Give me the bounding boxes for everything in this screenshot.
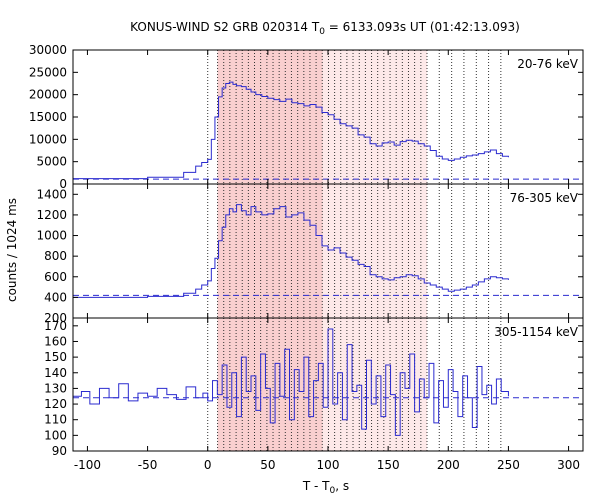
x-tick-label: 200: [437, 458, 460, 472]
y-tick-label: 10000: [29, 132, 67, 146]
y-tick-label: 90: [52, 444, 67, 458]
y-tick-label: 20000: [29, 88, 67, 102]
y-tick-label: 150: [44, 350, 67, 364]
y-tick-label: 110: [44, 413, 67, 427]
y-tick-label: 25000: [29, 65, 67, 79]
y-tick-label: 600: [44, 270, 67, 284]
x-tick-label: -50: [138, 458, 158, 472]
panel-label: 76-305 keV: [510, 191, 579, 205]
x-tick-label: -100: [74, 458, 101, 472]
dark-shaded-region: [217, 184, 323, 318]
panel-label: 305-1154 keV: [494, 325, 578, 339]
x-tick-label: 250: [497, 458, 520, 472]
panel-label: 20-76 keV: [517, 57, 579, 71]
y-tick-label: 170: [44, 319, 67, 333]
dark-shaded-region: [217, 318, 323, 451]
x-tick-label: 300: [557, 458, 580, 472]
chart-title: KONUS-WIND S2 GRB 020314 T0 = 6133.093s …: [130, 20, 520, 37]
y-tick-label: 120: [44, 397, 67, 411]
y-tick-label: 0: [59, 177, 67, 191]
y-tick-label: 5000: [36, 155, 67, 169]
y-tick-label: 30000: [29, 43, 67, 57]
y-axis-label: counts / 1024 ms: [5, 198, 19, 302]
x-tick-label: 150: [377, 458, 400, 472]
y-tick-label: 1000: [36, 229, 67, 243]
x-tick-label: 0: [204, 458, 212, 472]
y-tick-label: 1400: [36, 187, 67, 201]
panel-2: 200 400 600 800 1000 1200 1400 76-305 keV: [36, 183, 584, 325]
y-tick-label: 140: [44, 366, 67, 380]
panel-1: 0 5000 10000 15000 20000 25000 30000 20-76 keV: [29, 43, 584, 191]
y-tick-label: 100: [44, 428, 67, 442]
series-line: [73, 328, 509, 436]
y-tick-label: 160: [44, 334, 67, 348]
series-line: [73, 204, 509, 298]
y-tick-label: 15000: [29, 110, 67, 124]
x-axis-label: T - T0, s: [302, 479, 349, 496]
dark-shaded-region: [217, 50, 323, 184]
x-tick-label: 100: [317, 458, 340, 472]
x-tick-label: 50: [260, 458, 275, 472]
y-tick-label: 200: [44, 311, 67, 325]
y-tick-label: 130: [44, 381, 67, 395]
series-line: [73, 81, 509, 180]
y-tick-label: 400: [44, 290, 67, 304]
y-tick-label: 800: [44, 249, 67, 263]
y-tick-label: 1200: [36, 208, 67, 222]
